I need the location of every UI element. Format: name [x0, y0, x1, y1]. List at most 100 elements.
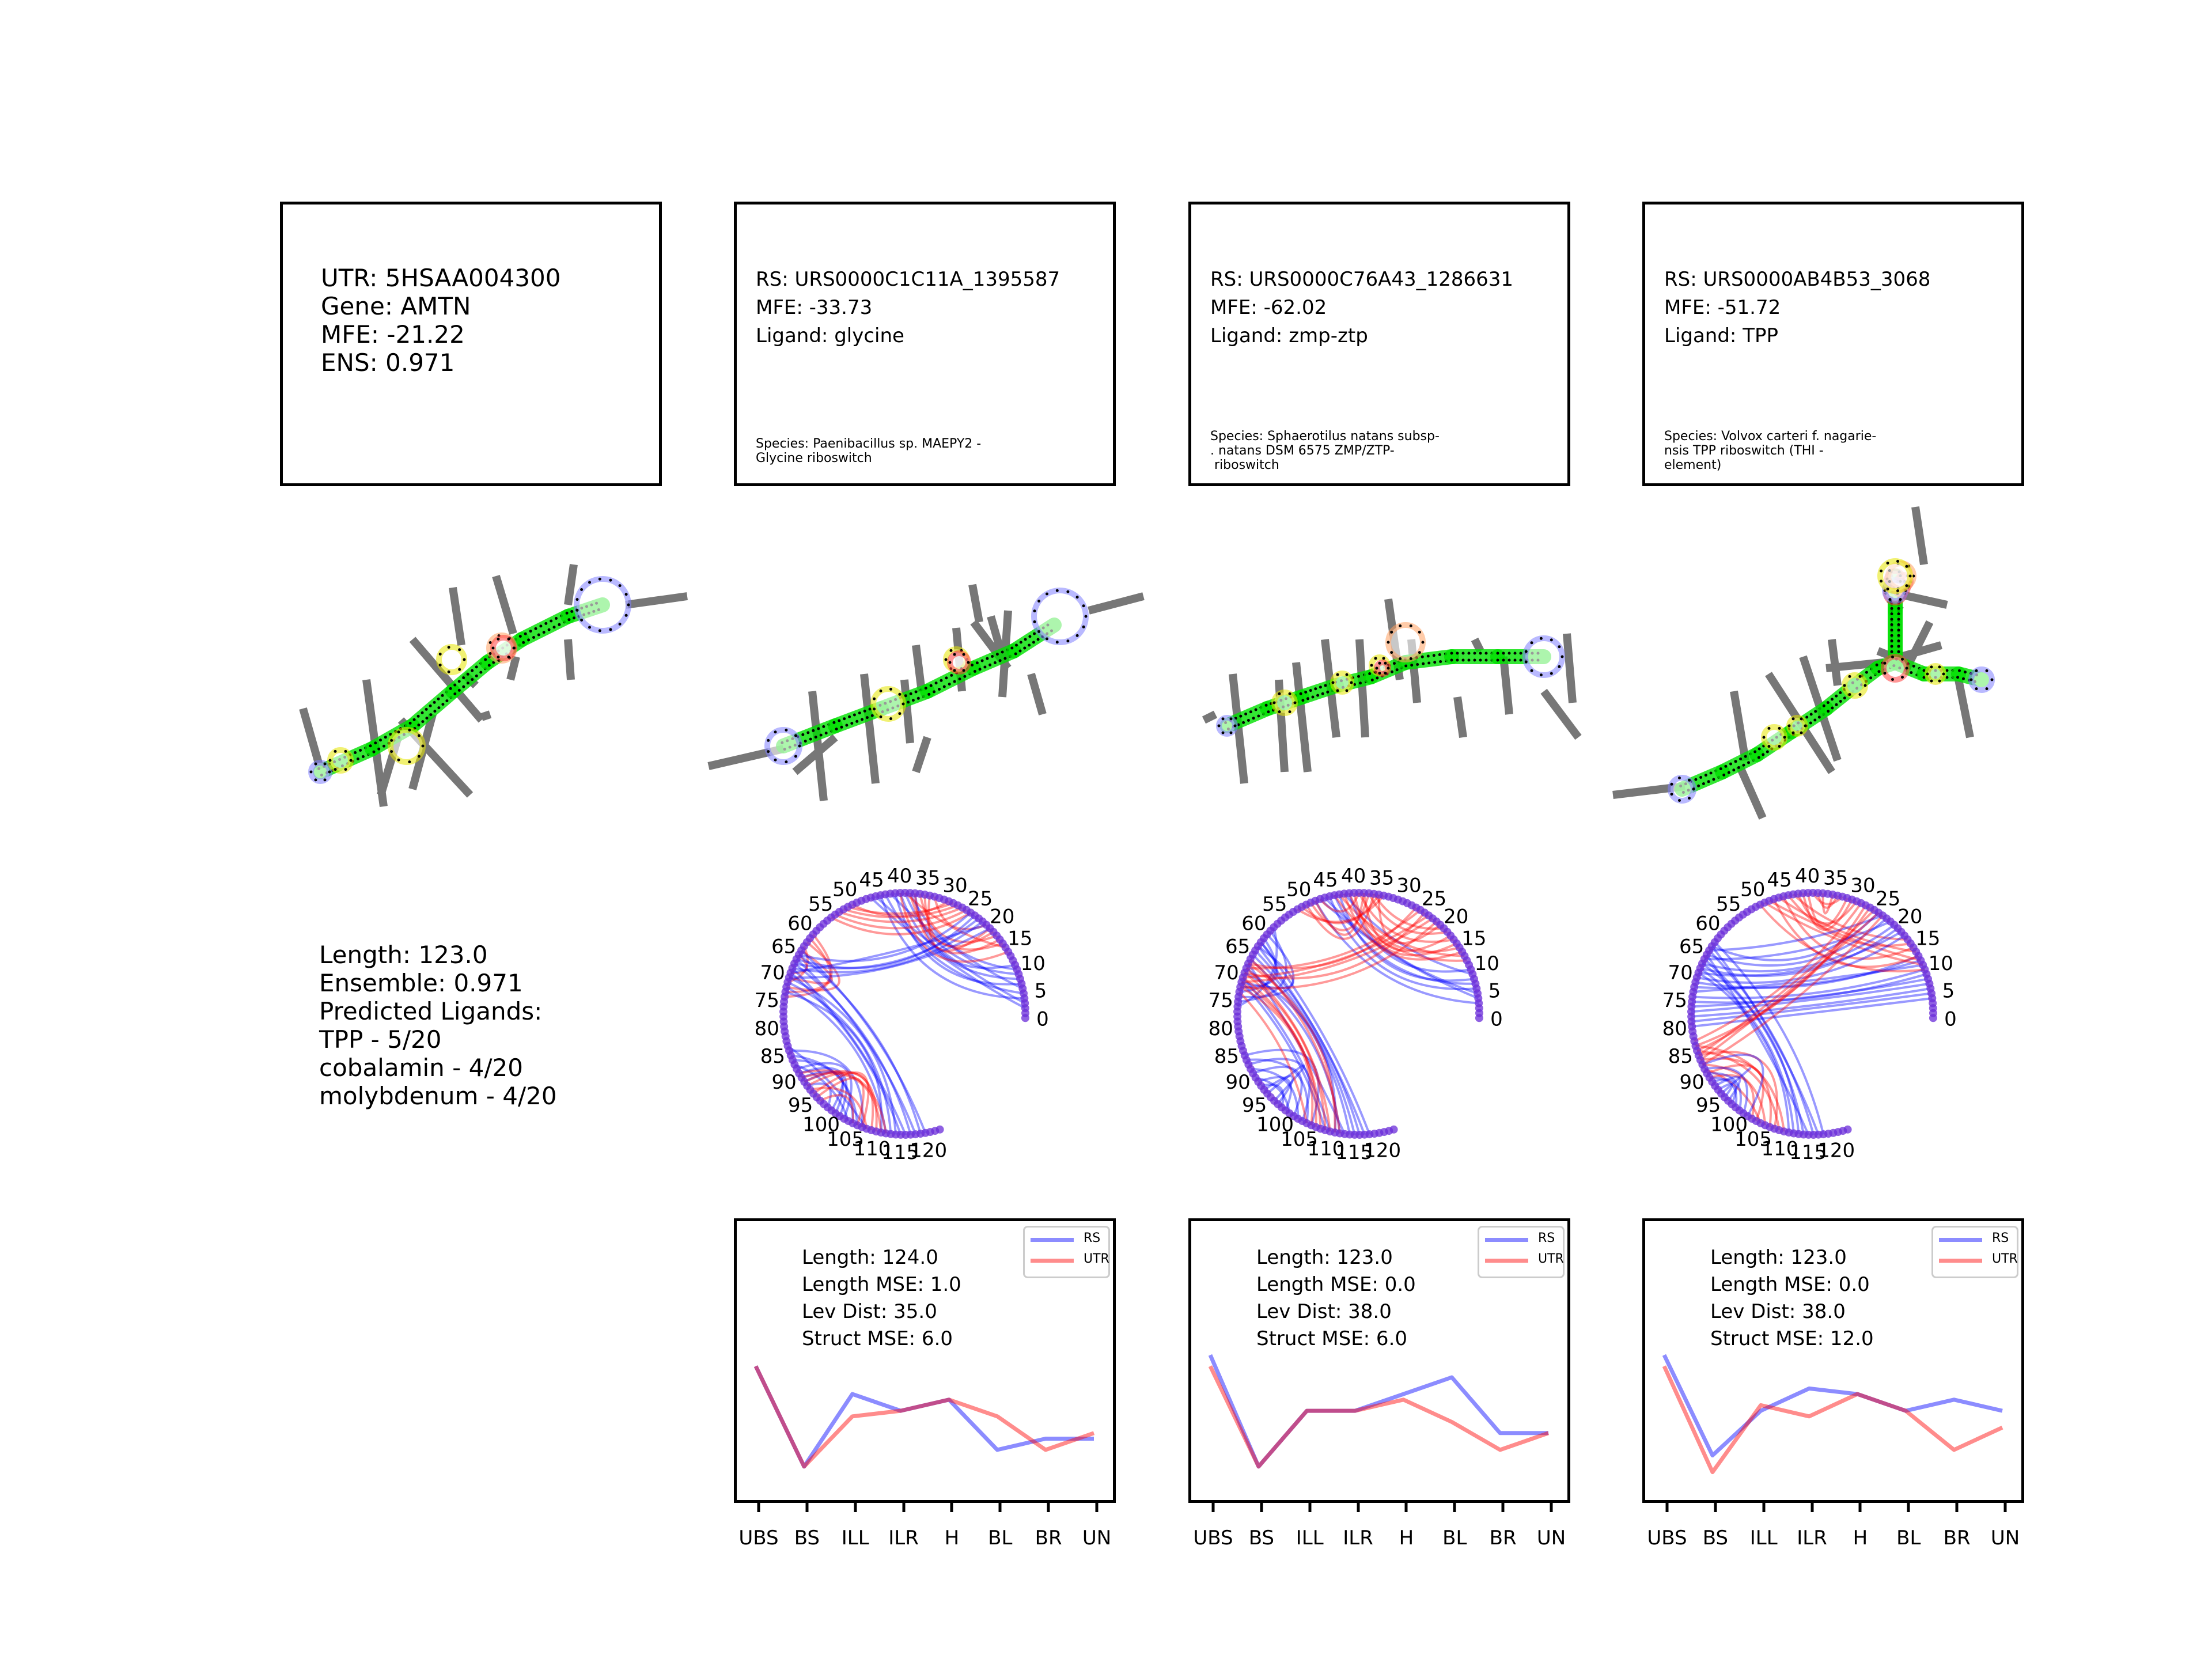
x-tick-mark [1955, 1503, 1959, 1512]
base-pair-arc [879, 895, 1025, 999]
rs-id: RS: URS0000C76A43_1286631 [1210, 268, 1514, 291]
stem-nucleotide [1912, 664, 1915, 668]
base-pair-arc [1241, 917, 1434, 984]
base-pair-arc [790, 953, 808, 974]
base-pair-arc [790, 1054, 859, 1126]
stem-nucleotide [1897, 628, 1900, 632]
stem-nucleotide [1747, 761, 1750, 764]
base-pair-arc [806, 1071, 874, 1131]
stem-nucleotide [429, 713, 433, 717]
x-tick-label: H [944, 1527, 960, 1550]
position-tick-label: 95 [1696, 1094, 1721, 1117]
stem-nucleotide [1496, 652, 1499, 655]
annotation-bar [912, 736, 931, 774]
loop-nucleotide [1688, 797, 1691, 800]
loop-nucleotide [785, 760, 788, 764]
loop-nucleotide [1539, 637, 1543, 640]
position-tick-label: 60 [787, 912, 812, 935]
stem-nucleotide [1267, 710, 1270, 714]
stem-nucleotide [1479, 652, 1482, 655]
stem-nucleotide [1484, 658, 1488, 662]
loop-nucleotide [967, 661, 970, 664]
stem-nucleotide [838, 719, 841, 722]
loop-nucleotide [507, 637, 510, 641]
stem-nucleotide [1707, 780, 1710, 783]
stem-nucleotide [1264, 703, 1268, 707]
base-pair-arc [787, 1045, 868, 1130]
stem-nucleotide [1306, 697, 1309, 700]
annotation-bar [299, 707, 324, 770]
loop-nucleotide [1883, 672, 1887, 675]
stem-nucleotide [408, 721, 412, 725]
species-line: Species: Sphaerotilus natans subsp- [1210, 429, 1440, 444]
base-pair-arc [1702, 914, 1884, 1066]
stem-nucleotide [916, 696, 920, 700]
rs1-comparison-chart: Length: 124.0 Length MSE: 1.0 Lev Dist: … [734, 1218, 1116, 1550]
stem-nucleotide [567, 618, 571, 622]
internal-loop [327, 747, 354, 774]
base-pair-arc [1706, 917, 1888, 967]
stem-nucleotide [1028, 643, 1031, 647]
base-pair-arc [927, 895, 991, 952]
multi-loop [1374, 660, 1391, 677]
base-pair-arc [1704, 1066, 1748, 1114]
stem-nucleotide [1502, 652, 1505, 655]
annotation-bar [480, 710, 492, 721]
loop-nucleotide [948, 661, 952, 664]
base-pair-arc [933, 896, 987, 931]
loop-nucleotide [794, 734, 797, 737]
x-tick-mark [805, 1503, 809, 1512]
x-tick-mark [1047, 1503, 1050, 1512]
loop-nucleotide [1767, 745, 1771, 748]
loop-nucleotide [1975, 687, 1978, 691]
utr-mfe: MFE: -21.22 [321, 320, 465, 349]
stem-nucleotide [1964, 671, 1967, 674]
rs2-comparison-chart: Length: 123.0 Length MSE: 0.0 Lev Dist: … [1188, 1218, 1570, 1550]
stem-nucleotide [1732, 768, 1736, 772]
annotation-bar [808, 691, 828, 801]
stem-nucleotide [425, 717, 429, 720]
position-tick-label: 5 [1488, 979, 1501, 1002]
stem-nucleotide [1897, 645, 1900, 648]
stem-nucleotide [1036, 638, 1040, 641]
stem-nucleotide [475, 665, 478, 669]
stem-nucleotide [845, 724, 849, 727]
position-tick-label: 90 [1679, 1071, 1704, 1094]
loop-nucleotide [1390, 651, 1393, 654]
stem-nucleotide [1704, 774, 1707, 777]
position-tick-label: 110 [854, 1137, 891, 1160]
stem-nucleotide [1326, 690, 1330, 694]
loop-nucleotide [397, 758, 400, 762]
stem-nucleotide [1737, 766, 1740, 769]
stem-nucleotide [416, 714, 420, 718]
rs-mfe: MFE: -51.72 [1664, 296, 1781, 319]
stat-length: Length: 124.0 [802, 1246, 938, 1269]
position-tick-label: 45 [859, 869, 884, 892]
stem-nucleotide [814, 736, 817, 739]
base-pair-arc [1768, 899, 1921, 962]
base-pair-arc [1257, 1076, 1293, 1111]
base-pair-arc [1249, 958, 1351, 1135]
loop-nucleotide [421, 744, 425, 748]
stem-nucleotide [1712, 778, 1715, 781]
loop-nucleotide [1938, 679, 1941, 683]
loop-nucleotide [618, 622, 622, 626]
legend-line [1031, 1259, 1074, 1263]
x-tick-mark [1907, 1503, 1910, 1512]
loop-nucleotide [488, 641, 492, 644]
rs-info-box-2: RS: URS0000C76A43_1286631 MFE: -62.02 Li… [1188, 202, 1570, 486]
position-tick-label: 115 [1335, 1141, 1373, 1164]
bulge-loop [1385, 622, 1426, 662]
loop-nucleotide [1046, 592, 1048, 596]
stem-nucleotide [1324, 684, 1327, 687]
stem-nucleotide [850, 722, 854, 725]
loop-nucleotide [1399, 624, 1402, 627]
base-pair-arc [899, 892, 1009, 963]
position-tick-label: 105 [827, 1128, 864, 1151]
legend-label: RS [1084, 1231, 1101, 1245]
loop-nucleotide [1985, 687, 1988, 691]
base-pair-arc [798, 1067, 848, 1117]
base-pair-arc [801, 1070, 844, 1114]
loop-nucleotide [1382, 657, 1385, 660]
loop-nucleotide [1558, 665, 1561, 668]
